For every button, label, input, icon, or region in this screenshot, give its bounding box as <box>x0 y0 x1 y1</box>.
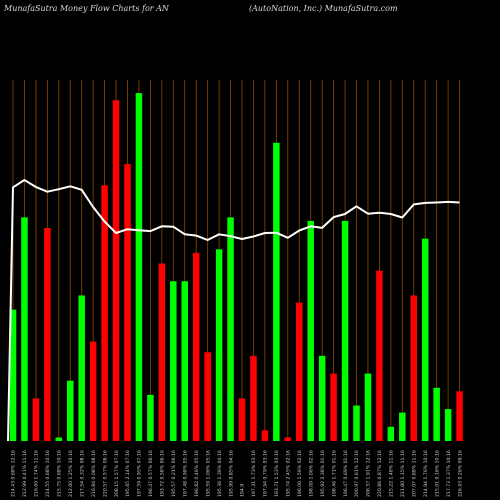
money-flow-bar <box>9 309 17 441</box>
money-flow-bar <box>67 380 74 441</box>
x-tick-label: 196.82 0.46% 05:16 <box>194 450 200 497</box>
x-tick-label: 193.71 1.53% 03:16 <box>274 450 280 497</box>
money-flow-bar <box>238 398 246 441</box>
x-tick-labels: 214.43 0.68% 12:16 212.99 0.41% 11:16 216.… <box>11 450 464 497</box>
chart-title-right: (AutoNation, Inc.) MunafaSutra.com <box>249 4 398 13</box>
money-flow-bar <box>204 352 211 441</box>
x-tick-label: 200.97 0.61% 12:16 <box>354 450 360 497</box>
money-flow-bar <box>32 398 40 441</box>
price-line <box>7 179 460 442</box>
money-flow-bar <box>444 409 452 441</box>
money-flow-bar <box>261 430 269 441</box>
x-tick-label: 195.92 2.38% 01:16 <box>320 450 326 497</box>
x-tick-label: 215.22 1.48% 11:16 <box>389 450 395 497</box>
money-flow-bar <box>112 100 120 441</box>
x-tick-label: 195.65 2.14% 07:16 <box>125 450 131 497</box>
money-flow-bar <box>78 295 85 441</box>
x-tick-label: 197.31 1.73% 03:16 <box>251 450 257 497</box>
x-tick-label: 215.01 0.16% 10:16 <box>434 450 440 497</box>
money-flow-bar <box>353 405 360 441</box>
x-tick-label: 214.43 0.68% 12:16 <box>11 450 17 497</box>
money-flow-bar <box>250 355 257 441</box>
x-tick-label: 196.06 1.56% 02:16 <box>297 450 303 497</box>
money-flow-bar <box>387 426 395 441</box>
x-tick-label: 194.9 <box>240 484 246 497</box>
x-tick-label: 214.94 1.76% 10:16 <box>423 450 429 497</box>
money-flow-bar <box>421 238 429 441</box>
money-flow-bar <box>192 252 200 441</box>
money-flow-bar <box>227 217 234 441</box>
x-tick-label: 195.99 0.85% 04:16 <box>228 450 234 497</box>
x-tick-label: 195.74 2.45% 02:16 <box>286 450 292 497</box>
money-flow-bar <box>124 164 131 441</box>
money-flow-bar <box>273 142 280 442</box>
x-tick-label: 212.60 1.25% 10:16 <box>68 450 74 497</box>
x-tick-label: 217.73 1.37% 10:16 <box>446 450 452 497</box>
x-tick-label: 206.37 1.91% 12:16 <box>366 450 372 497</box>
money-flow-bar <box>364 373 372 441</box>
money-flow-bar <box>215 249 223 441</box>
chart-title-left: MunafaSutra Money Flow Charts for AN <box>4 4 169 13</box>
x-tick-label: 216.69 1.74% 11:16 <box>34 450 40 497</box>
x-tick-label: 195.57 0.21% 06:16 <box>171 450 177 497</box>
x-tick-label: 216.84 0.08% 08:16 <box>91 450 97 497</box>
x-tick-label: 196.47 0.57% 06:16 <box>148 450 154 497</box>
x-tick-label: 195.59 1.06% 05:16 <box>205 450 211 497</box>
x-tick-label: 195.36 1.36% 04:16 <box>217 450 223 497</box>
x-tick-label: 217.54 0.32% 08:16 <box>79 450 85 497</box>
money-flow-bar <box>158 263 166 441</box>
x-tick-label: 193.72 0.58% 06:16 <box>160 450 166 497</box>
money-flow-bar <box>284 437 292 441</box>
money-flow-bar <box>55 437 63 441</box>
x-tick-label: 207.07 0.88% 11:16 <box>411 450 417 497</box>
money-flow-bar <box>101 185 108 441</box>
x-tick-label: 197.48 0.98% 05:16 <box>182 450 188 497</box>
money-flow-bar <box>44 228 51 441</box>
money-flow-bar <box>147 394 154 441</box>
x-tick-label: 215.75 0.68% 10:16 <box>57 450 63 497</box>
money-flow-bar <box>21 217 28 441</box>
money-flow-bar <box>410 295 417 441</box>
money-flow-bars <box>9 93 463 442</box>
money-flow-bar <box>307 220 314 441</box>
money-flow-bar <box>341 220 349 441</box>
money-flow-bar <box>433 387 440 441</box>
money-flow-bar <box>330 373 337 441</box>
money-flow-bar <box>170 281 177 441</box>
money-flow-bar <box>456 391 463 441</box>
price-line-layer <box>7 179 460 442</box>
x-tick-label: 208.15 1.57% 07:16 <box>114 450 120 497</box>
x-tick-label: 214.55 0.68% 10:16 <box>45 450 51 497</box>
money-flow-bar <box>135 93 143 441</box>
money-flow-bar <box>296 302 303 441</box>
x-tick-label: 211.80 1.15% 11:16 <box>400 450 406 497</box>
money-flow-bar <box>181 281 188 441</box>
x-tick-label: 198.46 1.71% 01:16 <box>331 450 337 497</box>
x-tick-label: 220.86 0.87% 12:16 <box>377 450 383 497</box>
x-tick-label: 220.57 0.57% 08:16 <box>102 450 108 497</box>
x-tick-label: 226.93 0.26% 09:16 <box>457 450 463 497</box>
x-tick-label: 212.99 0.41% 11:16 <box>22 450 28 497</box>
money-flow-bar <box>89 341 97 441</box>
money-flow-bar <box>318 355 326 441</box>
x-tick-label: 197.59 0.95% 07:16 <box>137 450 143 497</box>
money-flow-bar <box>376 270 383 441</box>
x-tick-label: 197.94 0.79% 03:16 <box>263 450 269 497</box>
x-tick-label: 196.47 0.69% 01:16 <box>343 450 349 497</box>
x-tick-label: 198.09 1.06% 02:16 <box>308 450 314 497</box>
money-flow-bar <box>399 412 406 441</box>
